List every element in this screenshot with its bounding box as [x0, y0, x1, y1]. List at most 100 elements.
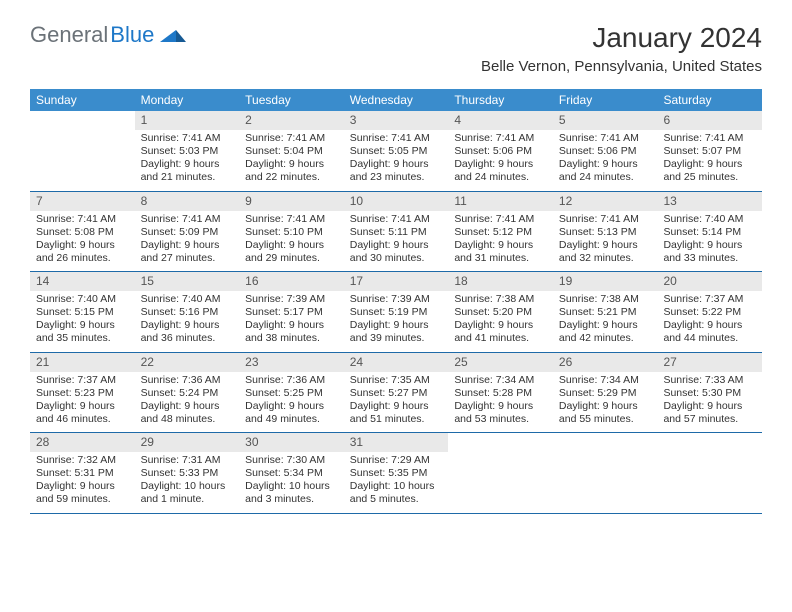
daylight-text: Daylight: 9 hours	[245, 319, 338, 332]
sunrise-text: Sunrise: 7:31 AM	[141, 454, 234, 467]
sunset-text: Sunset: 5:30 PM	[663, 387, 756, 400]
title-block: January 2024 Belle Vernon, Pennsylvania,…	[481, 22, 762, 83]
daylight-text: and 59 minutes.	[36, 493, 129, 506]
day-cell: 7Sunrise: 7:41 AMSunset: 5:08 PMDaylight…	[30, 192, 135, 272]
daylight-text: and 1 minute.	[141, 493, 234, 506]
week-row: 14 Sunrise: 7:40 AMSunset: 5:15 PM Dayligh…	[30, 272, 762, 353]
sunrise-text: Sunrise: 7:41 AM	[454, 213, 547, 226]
daylight-text: and 3 minutes.	[245, 493, 338, 506]
month-title: January 2024	[481, 22, 762, 54]
sunset-text: Sunset: 5:07 PM	[663, 145, 756, 158]
day-cell: 18Sunrise: 7:38 AMSunset: 5:20 PMDayligh…	[448, 272, 553, 352]
day-cell: 15Sunrise: 7:40 AMSunset: 5:16 PMDayligh…	[135, 272, 240, 352]
day-number: 22	[135, 353, 240, 372]
day-cell: 16Sunrise: 7:39 AMSunset: 5:17 PMDayligh…	[239, 272, 344, 352]
daylight-text: Daylight: 9 hours	[36, 480, 129, 493]
daylight-text: and 55 minutes.	[559, 413, 652, 426]
daylight-text: Daylight: 9 hours	[350, 400, 443, 413]
sunset-text: Sunset: 5:35 PM	[350, 467, 443, 480]
daylight-text: and 5 minutes.	[350, 493, 443, 506]
day-number: 27	[657, 353, 762, 372]
daylight-text: Daylight: 9 hours	[454, 239, 547, 252]
daylight-text: Daylight: 9 hours	[141, 400, 234, 413]
sunrise-text: Sunrise: 7:40 AM	[663, 213, 756, 226]
daylight-text: and 48 minutes.	[141, 413, 234, 426]
daylight-text: Daylight: 10 hours	[350, 480, 443, 493]
sunset-text: Sunset: 5:24 PM	[141, 387, 234, 400]
day-number: 23	[239, 353, 344, 372]
daylight-text: and 27 minutes.	[141, 252, 234, 265]
day-cell: 10Sunrise: 7:41 AMSunset: 5:11 PMDayligh…	[344, 192, 449, 272]
sunset-text: Sunset: 5:29 PM	[559, 387, 652, 400]
sunrise-text: Sunrise: 7:41 AM	[350, 213, 443, 226]
daylight-text: Daylight: 9 hours	[663, 319, 756, 332]
calendar-page: GeneralBlue January 2024 Belle Vernon, P…	[0, 0, 792, 534]
day-cell: 20Sunrise: 7:37 AMSunset: 5:22 PMDayligh…	[657, 272, 762, 352]
daylight-text: Daylight: 10 hours	[245, 480, 338, 493]
daylight-text: Daylight: 9 hours	[245, 239, 338, 252]
daylight-text: Daylight: 9 hours	[141, 239, 234, 252]
dow-cell: Thursday	[448, 89, 553, 111]
daylight-text: Daylight: 9 hours	[559, 239, 652, 252]
day-cell: 31Sunrise: 7:29 AMSunset: 5:35 PMDayligh…	[344, 433, 449, 513]
day-number: 13	[657, 192, 762, 211]
daylight-text: and 53 minutes.	[454, 413, 547, 426]
day-number: 14	[30, 272, 135, 291]
sunset-text: Sunset: 5:15 PM	[36, 306, 129, 319]
day-cell: 28Sunrise: 7:32 AMSunset: 5:31 PMDayligh…	[30, 433, 135, 513]
sunset-text: Sunset: 5:08 PM	[36, 226, 129, 239]
sunrise-text: Sunrise: 7:41 AM	[350, 132, 443, 145]
day-cell: 17Sunrise: 7:39 AMSunset: 5:19 PMDayligh…	[344, 272, 449, 352]
day-number: 5	[553, 111, 658, 130]
daylight-text: Daylight: 9 hours	[663, 158, 756, 171]
daylight-text: Daylight: 9 hours	[245, 158, 338, 171]
day-cell: .	[448, 433, 553, 513]
day-number: 4	[448, 111, 553, 130]
day-number: 24	[344, 353, 449, 372]
day-cell: 2Sunrise: 7:41 AMSunset: 5:04 PMDaylight…	[239, 111, 344, 191]
sunrise-text: Sunrise: 7:39 AM	[350, 293, 443, 306]
day-cell: 24Sunrise: 7:35 AMSunset: 5:27 PMDayligh…	[344, 353, 449, 433]
sunset-text: Sunset: 5:23 PM	[36, 387, 129, 400]
location-text: Belle Vernon, Pennsylvania, United State…	[481, 58, 762, 75]
sunrise-text: Sunrise: 7:41 AM	[559, 213, 652, 226]
daylight-text: and 46 minutes.	[36, 413, 129, 426]
sunrise-text: Sunrise: 7:33 AM	[663, 374, 756, 387]
day-cell: 26Sunrise: 7:34 AMSunset: 5:29 PMDayligh…	[553, 353, 658, 433]
daylight-text: and 33 minutes.	[663, 252, 756, 265]
sunset-text: Sunset: 5:10 PM	[245, 226, 338, 239]
week-row: 21Sunrise: 7:37 AMSunset: 5:23 PMDayligh…	[30, 353, 762, 434]
daylight-text: and 30 minutes.	[350, 252, 443, 265]
daylight-text: and 32 minutes.	[559, 252, 652, 265]
daylight-text: Daylight: 10 hours	[141, 480, 234, 493]
day-number: 28	[30, 433, 135, 452]
daylight-text: Daylight: 9 hours	[350, 158, 443, 171]
daylight-text: and 22 minutes.	[245, 171, 338, 184]
sunset-text: Sunset: 5:09 PM	[141, 226, 234, 239]
daylight-text: and 44 minutes.	[663, 332, 756, 345]
day-cell: .	[657, 433, 762, 513]
sunset-text: Sunset: 5:16 PM	[141, 306, 234, 319]
sunrise-text: Sunrise: 7:29 AM	[350, 454, 443, 467]
sunset-text: Sunset: 5:27 PM	[350, 387, 443, 400]
logo-text-blue: Blue	[110, 22, 154, 48]
day-cell: 30Sunrise: 7:30 AMSunset: 5:34 PMDayligh…	[239, 433, 344, 513]
sunset-text: Sunset: 5:04 PM	[245, 145, 338, 158]
sunset-text: Sunset: 5:25 PM	[245, 387, 338, 400]
day-cell: 13Sunrise: 7:40 AMSunset: 5:14 PMDayligh…	[657, 192, 762, 272]
sunrise-text: Sunrise: 7:40 AM	[36, 293, 129, 306]
day-number: 26	[553, 353, 658, 372]
daylight-text: Daylight: 9 hours	[350, 239, 443, 252]
daylight-text: and 57 minutes.	[663, 413, 756, 426]
day-cell: 22Sunrise: 7:36 AMSunset: 5:24 PMDayligh…	[135, 353, 240, 433]
day-number: 8	[135, 192, 240, 211]
sunrise-text: Sunrise: 7:36 AM	[245, 374, 338, 387]
week-row: 28Sunrise: 7:32 AMSunset: 5:31 PMDayligh…	[30, 433, 762, 514]
sunset-text: Sunset: 5:20 PM	[454, 306, 547, 319]
sunset-text: Sunset: 5:28 PM	[454, 387, 547, 400]
daylight-text: Daylight: 9 hours	[36, 400, 129, 413]
sunrise-text: Sunrise: 7:34 AM	[454, 374, 547, 387]
sunset-text: Sunset: 5:33 PM	[141, 467, 234, 480]
daylight-text: and 24 minutes.	[454, 171, 547, 184]
calendar-table: SundayMondayTuesdayWednesdayThursdayFrid…	[30, 89, 762, 514]
